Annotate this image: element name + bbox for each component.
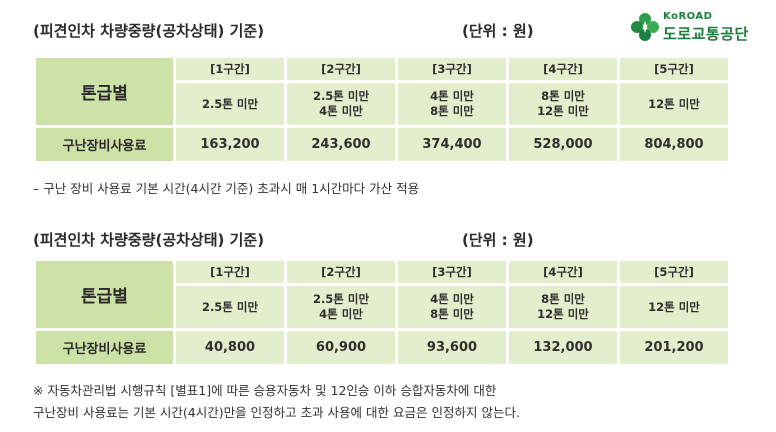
koroad-logo: KoROAD 도로교통공단 [630, 10, 770, 46]
fee-value: 243,600 [287, 128, 395, 161]
fee-value: 528,000 [509, 128, 617, 161]
table2-note-line2: 구난장비 사용료는 기본 시간(4시간)만을 인정하고 초과 사용에 대한 요금… [33, 405, 520, 420]
fee-value: 93,600 [398, 331, 506, 364]
fee-value: 201,200 [620, 331, 728, 364]
weight-cell: 8톤 미만 12톤 미만 [509, 286, 617, 328]
section-header: [3구간] [398, 261, 506, 283]
table2-title: (피견인차 차량중량(공차상태) 기준) [33, 231, 265, 249]
weight-cell: 2.5톤 미만 4톤 미만 [287, 286, 395, 328]
logo-english: KoROAD [663, 11, 713, 22]
weight-cell: 4톤 미만 8톤 미만 [398, 83, 506, 125]
fee-value: 804,800 [620, 128, 728, 161]
logo-korean: 도로교통공단 [663, 25, 749, 43]
weight-cell: 8톤 미만 12톤 미만 [509, 83, 617, 125]
fee-table-1: 톤급별 [1구간] [2구간] [3구간] [4구간] [5구간] 2.5톤 미… [33, 55, 731, 164]
table2-unit: (단위 : 원) [462, 231, 534, 249]
section-header: [3구간] [398, 58, 506, 80]
weight-cell: 4톤 미만 8톤 미만 [398, 286, 506, 328]
corner-label: 톤급별 [36, 261, 173, 328]
corner-label: 톤급별 [36, 58, 173, 125]
fee-row-label: 구난장비사용료 [36, 331, 173, 364]
table1-title: (피견인차 차량중량(공차상태) 기준) [33, 22, 265, 40]
fee-row-label: 구난장비사용료 [36, 128, 173, 161]
section-header: [2구간] [287, 58, 395, 80]
weight-cell: 12톤 미만 [620, 286, 728, 328]
weight-cell: 2.5톤 미만 [176, 83, 284, 125]
table2-note-line1: ※ 자동차관리법 시행규칙 [별표1]에 따른 승용자동차 및 12인승 이하 … [33, 383, 497, 398]
table1-unit: (단위 : 원) [462, 22, 534, 40]
section-header: [5구간] [620, 261, 728, 283]
section-header: [5구간] [620, 58, 728, 80]
fee-value: 132,000 [509, 331, 617, 364]
section-header: [1구간] [176, 58, 284, 80]
weight-cell: 2.5톤 미만 [176, 286, 284, 328]
section-header: [1구간] [176, 261, 284, 283]
table1-note: – 구난 장비 사용료 기본 시간(4시간 기준) 초과시 매 1시간마다 가산… [33, 181, 420, 196]
fee-value: 60,900 [287, 331, 395, 364]
clover-logo-icon [631, 13, 659, 41]
fee-value: 374,400 [398, 128, 506, 161]
section-header: [4구간] [509, 58, 617, 80]
fee-table-2: 톤급별 [1구간] [2구간] [3구간] [4구간] [5구간] 2.5톤 미… [33, 258, 731, 367]
fee-value: 40,800 [176, 331, 284, 364]
section-header: [4구간] [509, 261, 617, 283]
weight-cell: 2.5톤 미만 4톤 미만 [287, 83, 395, 125]
section-header: [2구간] [287, 261, 395, 283]
weight-cell: 12톤 미만 [620, 83, 728, 125]
fee-value: 163,200 [176, 128, 284, 161]
